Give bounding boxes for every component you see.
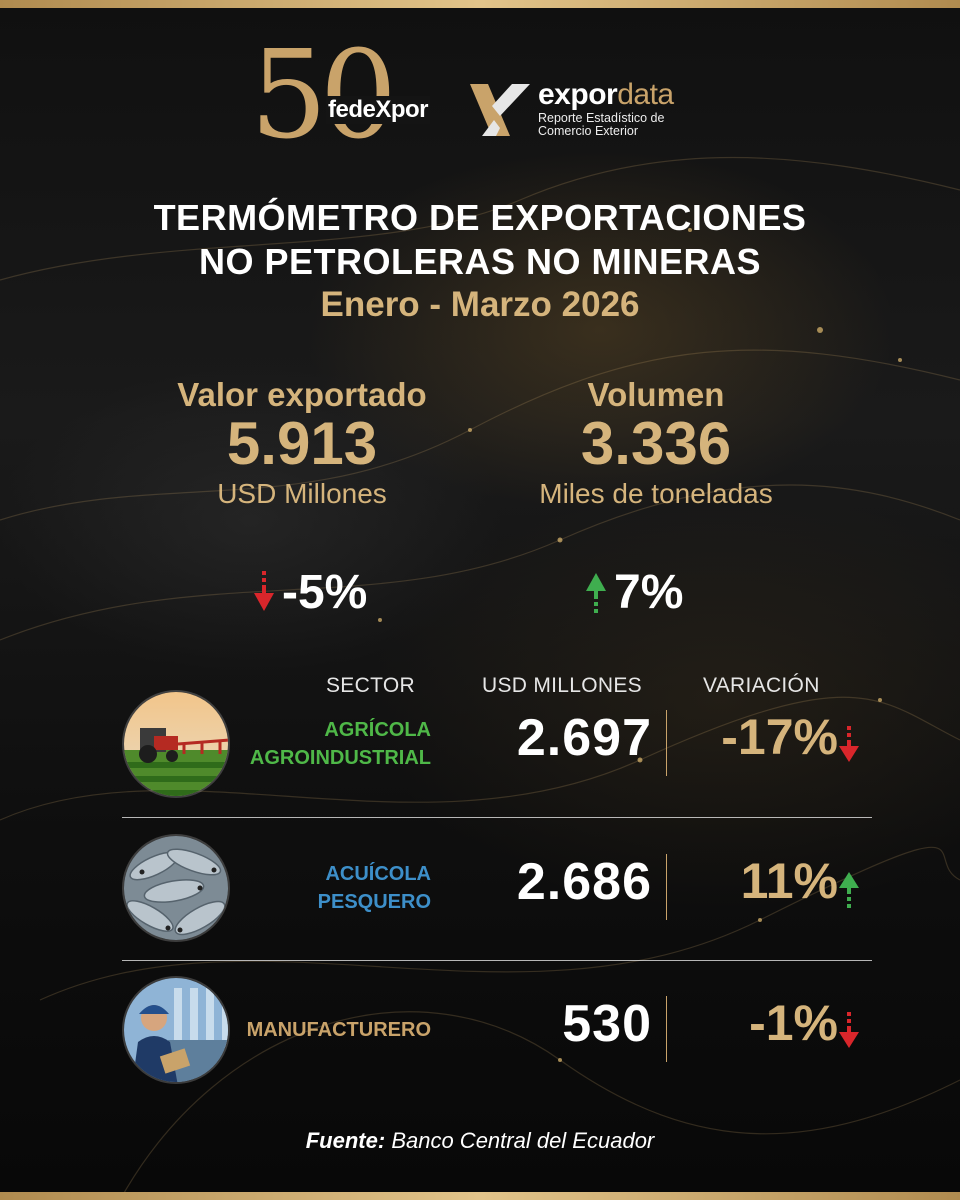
kpi-volume-change: 7%: [584, 562, 683, 622]
anniversary-digits: 50: [250, 24, 397, 166]
sector-line2: AGROINDUSTRIAL: [249, 747, 431, 769]
arrow-up-icon: [586, 573, 606, 613]
table-row: AGRÍCOLA AGROINDUSTRIAL 2.697 -17%: [122, 690, 872, 815]
kpi-value: 3.336: [580, 410, 732, 477]
usd-amount: 530: [562, 995, 652, 1053]
period-label: Enero - Marzo 2026: [320, 285, 640, 324]
fish-icon: [122, 834, 230, 942]
col-header-variation: VARIACIÓN: [703, 674, 820, 697]
table-row: MANUFACTURERO 530 -1%: [122, 976, 872, 1101]
kpi-label: Volumen: [587, 376, 725, 413]
kpi-volume: Volumen 3.336 Miles de toneladas: [466, 376, 846, 510]
change-value: 7%: [614, 565, 684, 619]
expordata-wordmark: expordata: [538, 78, 674, 112]
table-row: ACUÍCOLA PESQUERO 2.686 11%: [122, 834, 872, 959]
row-divider: [122, 960, 872, 961]
source-label: Fuente:: [305, 1128, 386, 1153]
kpi-unit: USD Millones: [217, 478, 387, 509]
sector-line1: MANUFACTURERO: [246, 1019, 431, 1041]
sector-line1: AGRÍCOLA: [324, 719, 431, 741]
arrow-down-icon: [839, 1012, 859, 1048]
kpi-label: Valor exportado: [177, 376, 427, 413]
sector-name: AGRÍCOLA AGROINDUSTRIAL: [211, 716, 431, 772]
brand-prefix: expor: [538, 78, 618, 111]
change-value: -5%: [282, 565, 368, 619]
tagline-line2: Comercio Exterior: [538, 124, 639, 138]
title-line1: TERMÓMETRO DE EXPORTACIONES: [153, 197, 807, 238]
page-title: TERMÓMETRO DE EXPORTACIONES NO PETROLERA…: [0, 196, 960, 284]
tagline-line1: Reporte Estadístico de: [538, 111, 665, 125]
fedexpor-wordmark: fedeXpor: [326, 96, 431, 124]
sector-line2: PESQUERO: [317, 891, 431, 913]
brand-suffix: data: [617, 78, 674, 111]
tractor-field-icon: [122, 690, 230, 798]
variation-value: 11%: [740, 853, 838, 909]
row-divider: [122, 817, 872, 818]
source-value: Banco Central del Ecuador: [391, 1128, 655, 1153]
expordata-logo: expordata Reporte Estadístico de Comerci…: [470, 78, 730, 142]
column-divider: [666, 710, 667, 776]
sector-name: ACUÍCOLA PESQUERO: [211, 860, 431, 916]
usd-amount: 2.697: [516, 709, 652, 767]
arrow-down-icon: [839, 726, 859, 762]
top-gold-border: [0, 0, 960, 8]
bottom-gold-border: [0, 1192, 960, 1200]
col-header-sector: SECTOR: [326, 674, 415, 697]
kpi-export-value: Valor exportado 5.913 USD Millones: [112, 376, 492, 510]
expordata-tagline: Reporte Estadístico de Comercio Exterior: [538, 112, 738, 138]
variation-value: -17%: [721, 709, 838, 765]
kpi-unit: Miles de toneladas: [539, 478, 773, 509]
sector-line1: ACUÍCOLA: [325, 863, 431, 885]
fedexpor-50-logo: 50 fedeXpor: [250, 34, 431, 164]
factory-worker-icon: [122, 976, 230, 1084]
column-divider: [666, 854, 667, 920]
kpi-value: 5.913: [226, 410, 378, 477]
arrow-up-icon: [839, 872, 859, 908]
source-note: Fuente: Banco Central del Ecuador: [0, 1128, 960, 1154]
column-divider: [666, 996, 667, 1062]
variation-value: -1%: [749, 995, 838, 1051]
title-line2: NO PETROLERAS NO MINERAS: [198, 241, 762, 282]
usd-amount: 2.686: [516, 853, 652, 911]
sector-name: MANUFACTURERO: [211, 1016, 431, 1044]
col-header-usd: USD MILLONES: [482, 674, 642, 697]
arrow-down-icon: [254, 571, 274, 611]
expordata-x-icon: [470, 84, 530, 136]
kpi-export-change: -5%: [252, 562, 367, 622]
